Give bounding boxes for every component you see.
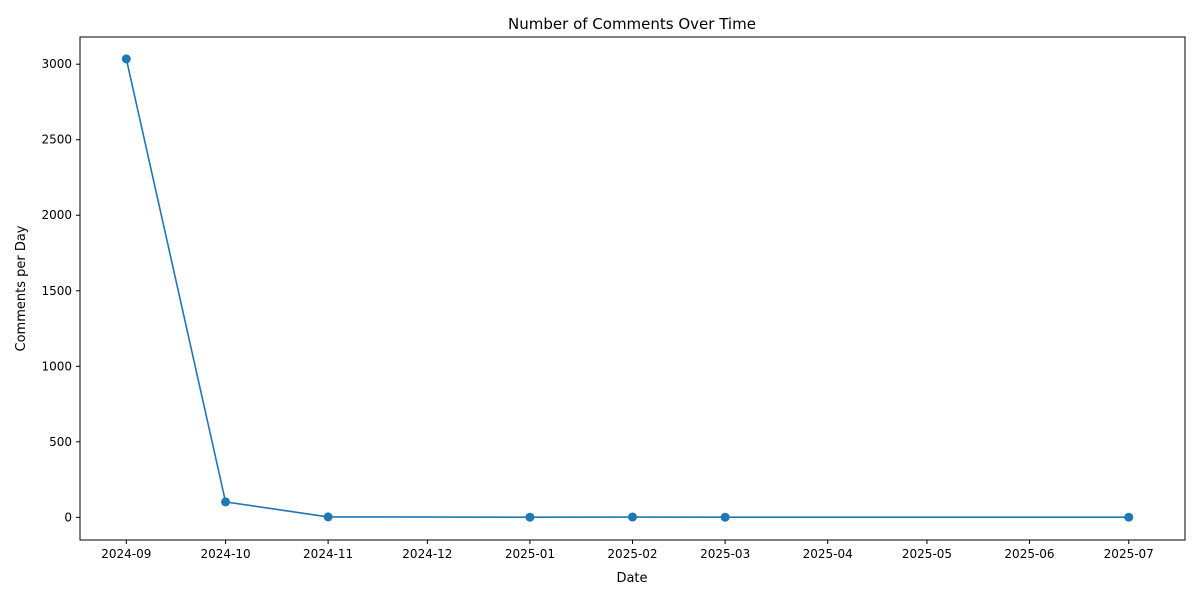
axes: [79, 36, 1186, 541]
x-tick-label: 2025-03: [700, 547, 750, 561]
data-point[interactable]: [221, 497, 231, 507]
plot-area-frame: [79, 36, 1186, 541]
x-tick-label: 2025-06: [1004, 547, 1054, 561]
x-tick-label: 2025-05: [902, 547, 952, 561]
y-tick-label: 500: [49, 435, 72, 449]
x-tick-label: 2025-04: [803, 547, 853, 561]
data-point[interactable]: [720, 512, 730, 522]
x-axis-label: Date: [616, 571, 647, 586]
y-tick-label: 2500: [41, 133, 72, 147]
x-tick-label: 2024-09: [101, 547, 151, 561]
y-tick-label: 2000: [41, 208, 72, 222]
series-line: [125, 58, 1129, 518]
y-tick-label: 1500: [41, 284, 72, 298]
x-tick-label: 2024-11: [303, 547, 353, 561]
y-tick-label: 3000: [41, 57, 72, 71]
y-axis-label: Comments per Day: [14, 225, 29, 351]
data-point[interactable]: [628, 512, 637, 522]
y-tick-label: 0: [64, 510, 72, 524]
data-point[interactable]: [525, 512, 535, 522]
y-tick-label: 1000: [41, 359, 72, 373]
y-axis-ticks: 0 500 1000 1500 2000 2500 3000: [41, 57, 80, 524]
x-axis-ticks: 2024-09 2024-10 2024-11 2024-12 2025-01 2025-…: [101, 540, 1154, 561]
x-tick-label: 2025-02: [607, 547, 657, 561]
x-tick-label: 2025-07: [1104, 547, 1154, 561]
x-tick-label: 2024-10: [200, 547, 250, 561]
x-tick-label: 2025-01: [505, 547, 555, 561]
data-point[interactable]: [1124, 512, 1134, 522]
data-point[interactable]: [121, 54, 131, 64]
data-point[interactable]: [323, 512, 333, 522]
chart-title: Number of Comments Over Time: [508, 15, 756, 33]
x-tick-label: 2024-12: [402, 547, 452, 561]
series-layer: [121, 54, 1134, 522]
